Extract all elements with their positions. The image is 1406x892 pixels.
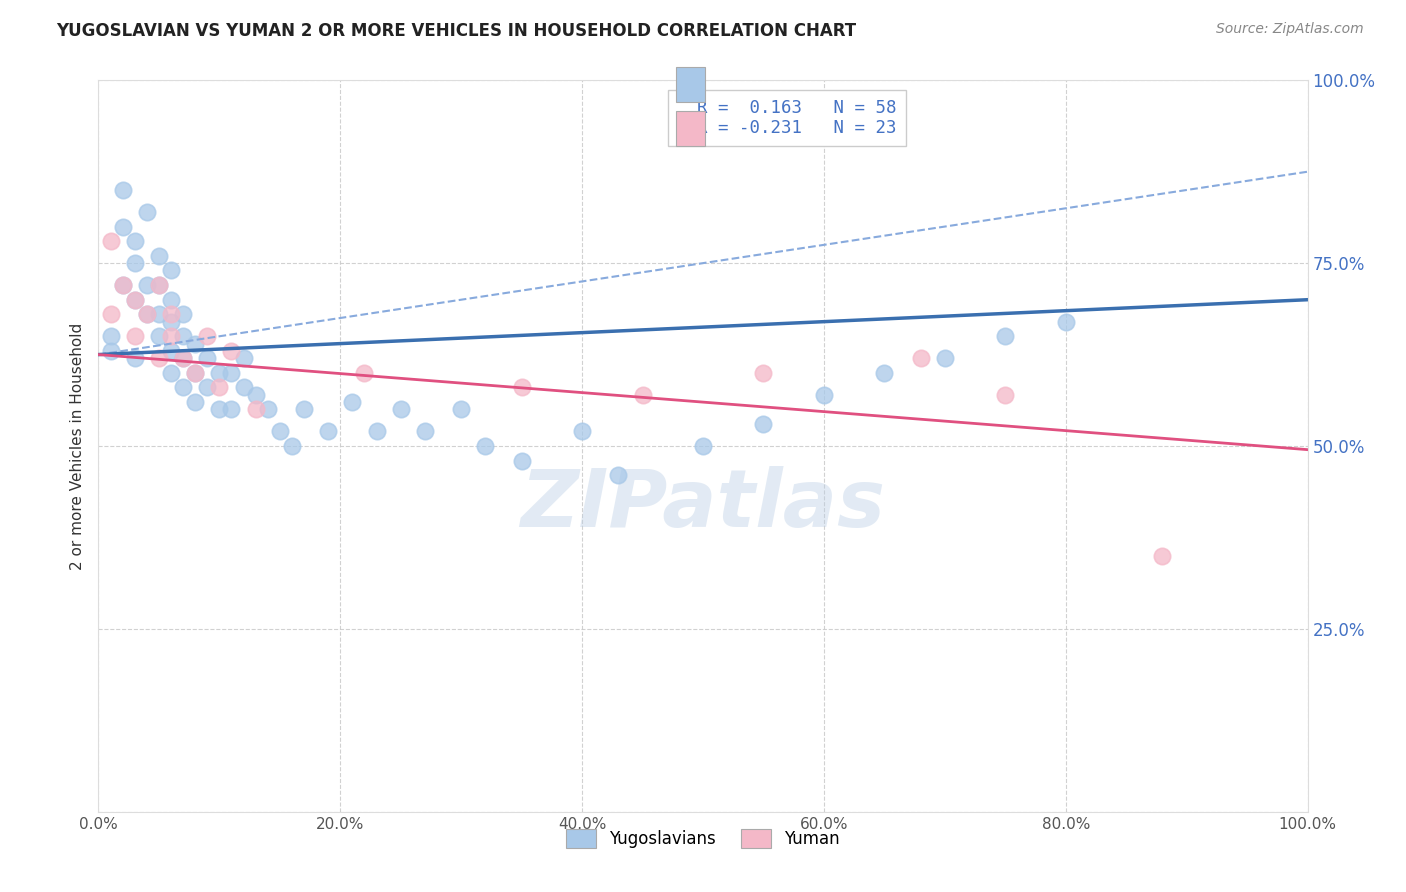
Point xyxy=(752,366,775,380)
Point xyxy=(1054,315,1077,329)
Point xyxy=(450,402,472,417)
Point xyxy=(172,351,194,366)
Point xyxy=(100,234,122,248)
Point xyxy=(994,388,1017,402)
Point xyxy=(245,402,267,417)
Point xyxy=(100,329,122,343)
Y-axis label: 2 or more Vehicles in Household: 2 or more Vehicles in Household xyxy=(70,322,86,570)
Point xyxy=(389,402,412,417)
Point xyxy=(172,351,194,366)
Point xyxy=(195,329,218,343)
Point xyxy=(148,351,170,366)
Point xyxy=(160,307,183,321)
Point xyxy=(813,388,835,402)
Point xyxy=(1152,549,1174,563)
Point xyxy=(571,425,593,439)
Point xyxy=(342,395,364,409)
Point xyxy=(111,219,134,234)
Point xyxy=(195,380,218,394)
Point xyxy=(221,366,243,380)
Point xyxy=(221,402,243,417)
Point xyxy=(148,278,170,293)
Point xyxy=(135,205,157,219)
Point xyxy=(160,343,183,358)
Point xyxy=(910,351,932,366)
Point xyxy=(100,307,122,321)
Point xyxy=(208,380,231,394)
Point xyxy=(208,402,231,417)
Point xyxy=(474,439,496,453)
Point xyxy=(148,329,170,343)
Point xyxy=(316,425,339,439)
Point xyxy=(413,425,436,439)
Point xyxy=(281,439,304,453)
Point xyxy=(184,366,207,380)
Text: ZIPatlas: ZIPatlas xyxy=(520,466,886,543)
Point xyxy=(124,256,146,270)
Point xyxy=(100,343,122,358)
Point xyxy=(160,315,183,329)
FancyBboxPatch shape xyxy=(676,111,706,146)
Point xyxy=(256,402,278,417)
Point xyxy=(184,336,207,351)
Point xyxy=(510,453,533,467)
Point xyxy=(208,366,231,380)
Point xyxy=(111,278,134,293)
Point xyxy=(353,366,375,380)
Point xyxy=(292,402,315,417)
Point xyxy=(184,366,207,380)
Point xyxy=(124,329,146,343)
Point xyxy=(269,425,291,439)
Point xyxy=(148,307,170,321)
Text: YUGOSLAVIAN VS YUMAN 2 OR MORE VEHICLES IN HOUSEHOLD CORRELATION CHART: YUGOSLAVIAN VS YUMAN 2 OR MORE VEHICLES … xyxy=(56,22,856,40)
Point xyxy=(172,307,194,321)
Point xyxy=(195,351,218,366)
Point xyxy=(124,351,146,366)
Point xyxy=(232,380,254,394)
Point xyxy=(232,351,254,366)
Point xyxy=(111,183,134,197)
Point xyxy=(148,278,170,293)
Point xyxy=(160,329,183,343)
Point xyxy=(111,278,134,293)
Point xyxy=(124,293,146,307)
Point xyxy=(366,425,388,439)
Point xyxy=(148,249,170,263)
Point xyxy=(873,366,896,380)
Point xyxy=(160,293,183,307)
Point xyxy=(221,343,243,358)
Point xyxy=(135,278,157,293)
Point xyxy=(607,468,630,483)
Point xyxy=(510,380,533,394)
Point xyxy=(160,263,183,277)
Point xyxy=(184,395,207,409)
Point xyxy=(752,417,775,431)
Point xyxy=(172,380,194,394)
Point xyxy=(245,388,267,402)
Text: Source: ZipAtlas.com: Source: ZipAtlas.com xyxy=(1216,22,1364,37)
Point xyxy=(124,293,146,307)
Point xyxy=(994,329,1017,343)
Point xyxy=(160,366,183,380)
Point xyxy=(135,307,157,321)
Legend: Yugoslavians, Yuman: Yugoslavians, Yuman xyxy=(560,822,846,855)
Point xyxy=(172,329,194,343)
Point xyxy=(631,388,654,402)
Point xyxy=(135,307,157,321)
Point xyxy=(692,439,714,453)
Text: R =  0.163   N = 58
  R = -0.231   N = 23: R = 0.163 N = 58 R = -0.231 N = 23 xyxy=(676,99,897,137)
Point xyxy=(934,351,956,366)
FancyBboxPatch shape xyxy=(676,67,706,103)
Point xyxy=(124,234,146,248)
